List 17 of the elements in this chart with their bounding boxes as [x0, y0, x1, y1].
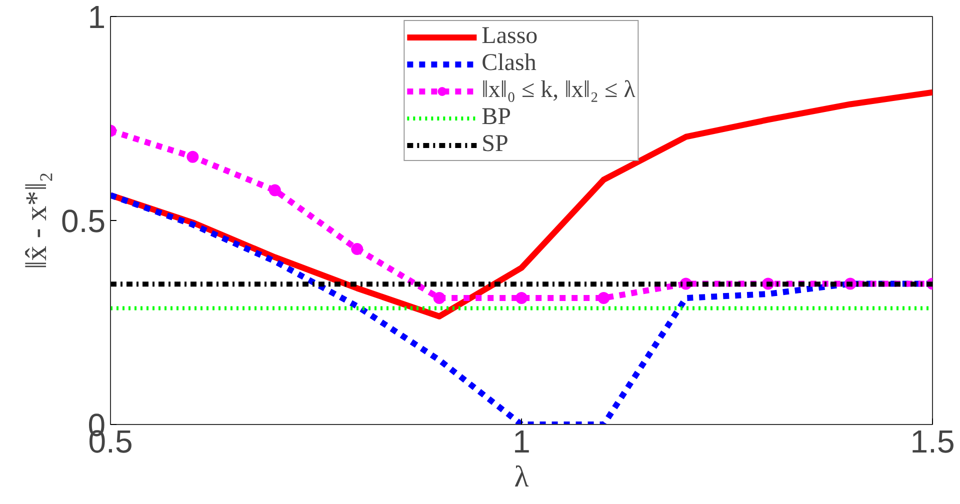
x-axis-title: λ: [514, 460, 530, 494]
legend-label: ‖x‖₀ ≤ k, ‖x‖₂ ≤ λ: [482, 77, 636, 104]
legend-label: Lasso: [482, 23, 538, 50]
legend-label: Clash: [482, 50, 536, 77]
x-tick-label: 1: [512, 424, 530, 460]
point: [433, 292, 446, 304]
legend-label: BP: [482, 104, 512, 131]
point: [516, 292, 528, 304]
legend-label: SP: [482, 131, 508, 158]
point: [186, 150, 199, 163]
x-tick-label: 1.5: [910, 424, 955, 460]
y-tick-label: 1: [88, 0, 106, 35]
y-tick-label: 0.5: [61, 203, 106, 239]
y-axis-title: ‖x̂ - x*‖₂: [20, 172, 54, 270]
point: [268, 184, 281, 196]
point: [598, 292, 610, 304]
point: [351, 243, 364, 256]
